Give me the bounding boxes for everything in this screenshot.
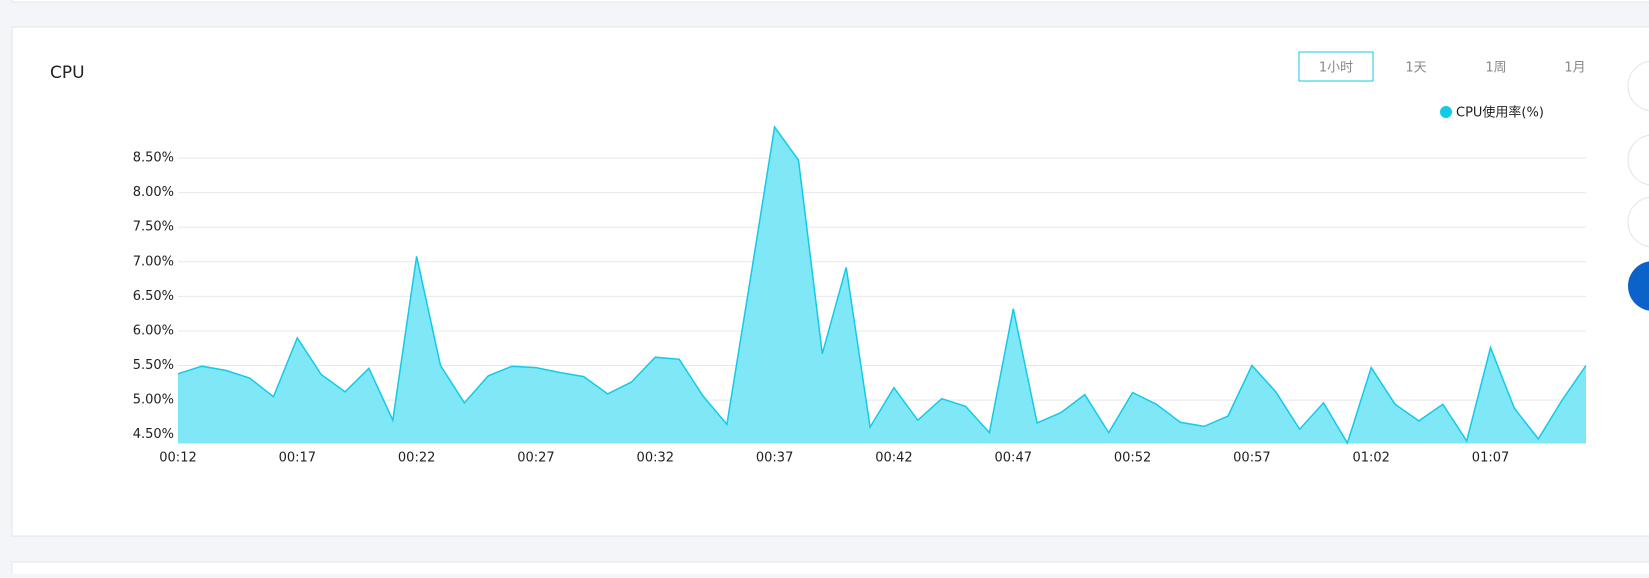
x-tick-label: 00:27 xyxy=(517,451,554,466)
tab-active[interactable] xyxy=(1298,51,1374,82)
time-tab[interactable]: 1周 xyxy=(1485,61,1506,76)
y-tick-label: 7.00% xyxy=(133,254,174,269)
float-button[interactable] xyxy=(1627,196,1649,248)
float-button[interactable] xyxy=(1628,261,1649,311)
y-tick-label: 8.50% xyxy=(133,151,174,166)
y-tick-label: 4.50% xyxy=(133,427,174,442)
x-tick-label: 00:17 xyxy=(279,451,316,466)
y-tick-label: 6.50% xyxy=(133,289,174,304)
line xyxy=(177,125,1587,445)
y-tick-label: 5.50% xyxy=(133,358,174,373)
bottom-card xyxy=(11,561,1649,578)
top-card xyxy=(11,0,1649,3)
float-button[interactable] xyxy=(1627,60,1649,112)
y-tick-label: 6.00% xyxy=(133,323,174,338)
area xyxy=(178,127,1586,443)
x-tick-label: 00:22 xyxy=(398,451,435,466)
y-tick-label: 8.00% xyxy=(133,185,174,200)
x-tick-label: 00:12 xyxy=(159,451,196,466)
x-tick-label: 00:57 xyxy=(1233,451,1270,466)
x-tick-label: 00:47 xyxy=(995,451,1032,466)
x-tick-label: 01:02 xyxy=(1352,451,1389,466)
chart-title: CPU xyxy=(50,63,85,83)
time-tab[interactable]: 1天 xyxy=(1405,61,1426,76)
time-tab[interactable]: 1小时 xyxy=(1319,61,1353,76)
x-tick-label: 00:37 xyxy=(756,451,793,466)
y-tick-label: 5.00% xyxy=(133,393,174,408)
legend-label: CPU使用率(%) xyxy=(1456,105,1544,121)
y-tick-label: 7.50% xyxy=(133,220,174,235)
time-tab[interactable]: 1月 xyxy=(1564,61,1585,76)
float-button[interactable] xyxy=(1627,134,1649,186)
x-tick-label: 00:32 xyxy=(637,451,674,466)
x-tick-label: 00:52 xyxy=(1114,451,1151,466)
legend-marker xyxy=(1440,106,1452,118)
x-tick-label: 00:42 xyxy=(875,451,912,466)
cpu-card xyxy=(11,26,1649,537)
x-tick-label: 01:07 xyxy=(1472,451,1509,466)
